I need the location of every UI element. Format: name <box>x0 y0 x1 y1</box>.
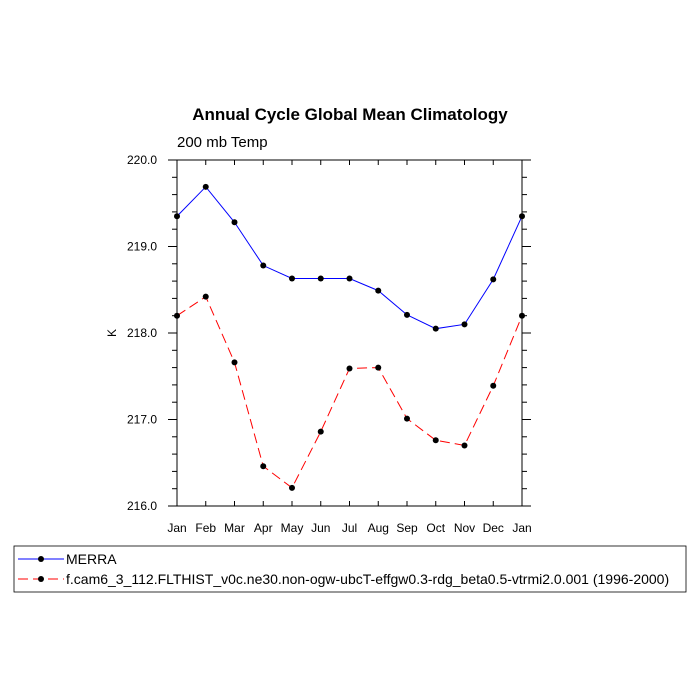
legend-marker <box>38 576 44 582</box>
data-point <box>174 213 180 220</box>
series-line-1 <box>176 295 523 489</box>
data-point <box>432 325 439 332</box>
x-tick-label: Mar <box>224 521 245 535</box>
data-point <box>461 442 468 449</box>
data-point <box>519 213 525 220</box>
x-tick-label: Dec <box>483 521 504 535</box>
data-point <box>432 437 439 444</box>
x-tick-label: Jan <box>167 521 186 535</box>
legend: MERRA f.cam6_3_112.FLTHIST_v0c.ne30.non-o… <box>18 551 669 587</box>
x-tick-label: Nov <box>454 521 475 535</box>
data-point <box>490 382 497 389</box>
series-layer <box>174 183 525 491</box>
y-tick-label: 217.0 <box>127 413 157 427</box>
x-tick-label: Sep <box>396 521 418 535</box>
data-point <box>289 484 295 491</box>
x-tick-label: Jul <box>342 521 357 535</box>
y-tick-label: 219.0 <box>127 240 157 254</box>
data-point <box>404 311 410 318</box>
y-tick-label: 216.0 <box>127 499 157 513</box>
plot-frame <box>176 159 523 507</box>
data-point <box>519 312 525 319</box>
data-point <box>490 276 497 283</box>
chart-title: Annual Cycle Global Mean Climatology <box>192 105 508 124</box>
data-point <box>346 275 353 282</box>
x-tick-label: Oct <box>426 521 445 535</box>
x-tick-label: Jun <box>311 521 330 535</box>
data-point <box>174 312 180 319</box>
data-point <box>231 219 238 226</box>
data-point <box>260 463 267 470</box>
data-point <box>317 428 324 435</box>
x-tick-label: Apr <box>254 521 273 535</box>
y-tick-label: 218.0 <box>127 326 157 340</box>
series-line-0 <box>176 186 523 330</box>
data-point <box>231 359 238 366</box>
data-point <box>346 365 353 372</box>
data-point <box>461 321 468 328</box>
axis-ticks: Jan Feb Mar Apr May Jun Jul Aug Sep Oct Nov Dec Jan 2… <box>127 153 532 535</box>
y-axis-label: K <box>105 329 119 337</box>
x-tick-label: Aug <box>368 521 389 535</box>
x-tick-label: Jan <box>512 521 531 535</box>
chart-subtitle: 200 mb Temp <box>177 134 268 151</box>
y-tick-label: 220.0 <box>127 153 157 167</box>
data-point <box>375 287 382 294</box>
legend-marker <box>38 556 44 562</box>
data-point <box>375 364 382 371</box>
data-point <box>260 262 267 269</box>
x-tick-label: May <box>281 521 304 535</box>
data-point <box>202 293 209 300</box>
legend-box <box>13 545 687 593</box>
legend-label-0: MERRA <box>66 551 117 567</box>
legend-label-1: f.cam6_3_112.FLTHIST_v0c.ne30.non-ogw-ub… <box>66 571 669 587</box>
data-point <box>289 275 295 282</box>
data-point <box>404 415 410 422</box>
x-tick-label: Feb <box>195 521 216 535</box>
data-point <box>317 275 324 282</box>
data-point <box>202 183 209 190</box>
